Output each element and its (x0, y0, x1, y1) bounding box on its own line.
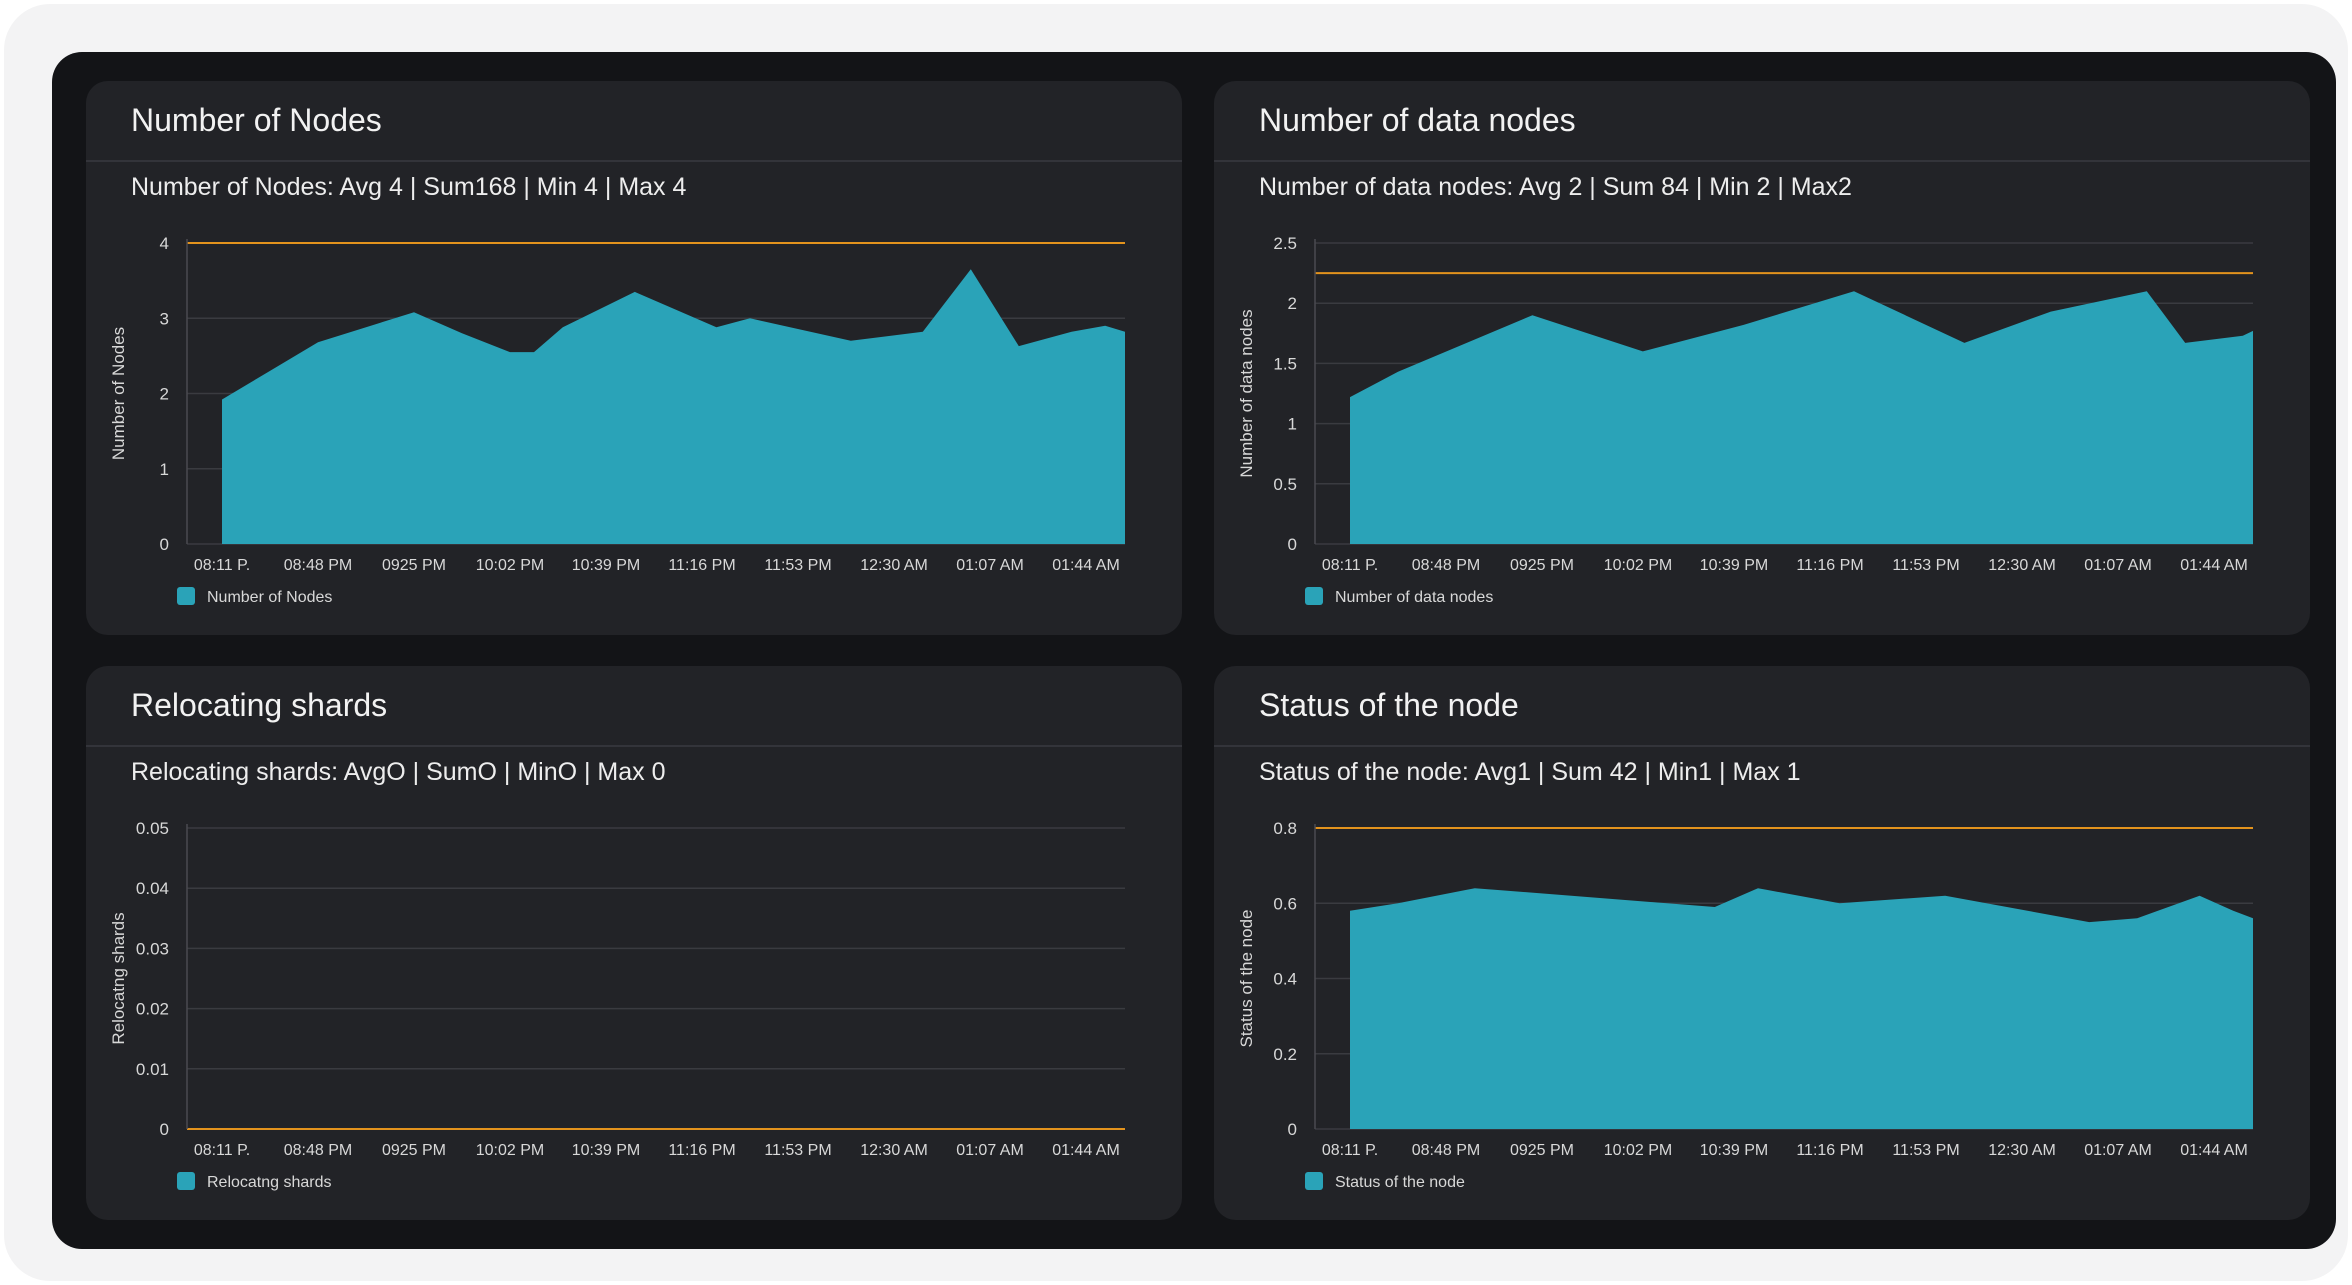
x-tick-label: 01:44 AM (1052, 557, 1120, 574)
x-tick-label: 11:53 PM (1892, 1142, 1959, 1159)
x-tick-label: 11:53 PM (764, 1142, 831, 1159)
x-tick-label: 0925 PM (1510, 557, 1574, 574)
x-tick-label: 08:11 P. (1322, 1142, 1378, 1159)
legend-label: Number of data nodes (1335, 589, 1493, 606)
y-tick-label: 0.5 (1273, 475, 1297, 494)
panel-summary: Status of the node: Avg1 | Sum 42 | Min1… (1259, 758, 1801, 786)
panel-title: Number of Nodes (131, 102, 382, 138)
y-tick-label: 4 (160, 234, 169, 253)
y-axis-label: Relocatng shards (109, 912, 128, 1044)
x-tick-label: 08:48 PM (284, 1142, 352, 1159)
x-tick-label: 08:11 P. (194, 1142, 250, 1159)
y-tick-label: 1.5 (1273, 354, 1297, 373)
panel-divider (1214, 745, 2310, 747)
y-tick-label: 0 (160, 535, 169, 554)
panel-divider (86, 745, 1182, 747)
x-tick-label: 11:53 PM (1892, 557, 1959, 574)
x-tick-label: 12:30 AM (860, 1142, 928, 1159)
x-tick-label: 11:16 PM (1796, 1142, 1863, 1159)
x-tick-label: 01:44 AM (2180, 1142, 2248, 1159)
area-series (1350, 888, 2253, 1129)
legend-swatch (177, 1172, 195, 1190)
x-tick-label: 08:11 P. (194, 557, 250, 574)
y-tick-label: 0.2 (1273, 1045, 1297, 1064)
x-tick-label: 10:39 PM (1700, 1142, 1768, 1159)
y-tick-label: 0.8 (1273, 819, 1297, 838)
x-tick-label: 12:30 AM (1988, 557, 2056, 574)
y-tick-label: 0.4 (1273, 970, 1297, 989)
x-tick-label: 01:07 AM (956, 1142, 1024, 1159)
x-tick-label: 0925 PM (382, 1142, 446, 1159)
legend-swatch (177, 587, 195, 605)
legend-swatch (1305, 1172, 1323, 1190)
legend-label: Number of Nodes (207, 589, 332, 606)
x-tick-label: 12:30 AM (1988, 1142, 2056, 1159)
y-tick-label: 1 (160, 460, 169, 479)
panel-title: Relocating shards (131, 687, 388, 723)
x-tick-label: 01:07 AM (956, 557, 1024, 574)
y-tick-label: 2 (160, 385, 169, 404)
x-tick-label: 11:16 PM (668, 1142, 735, 1159)
x-tick-label: 01:44 AM (2180, 557, 2248, 574)
area-series (222, 269, 1125, 544)
x-tick-label: 08:11 P. (1322, 557, 1378, 574)
x-tick-label: 0925 PM (382, 557, 446, 574)
y-tick-label: 2 (1288, 294, 1297, 313)
x-tick-label: 10:02 PM (1604, 1142, 1672, 1159)
panel-number-of-data-nodes: Number of data nodes Number of data node… (1214, 81, 2310, 635)
y-tick-label: 0.01 (136, 1060, 169, 1079)
y-tick-label: 0.6 (1273, 894, 1297, 913)
y-axis-label: Number of Nodes (109, 327, 128, 460)
legend-label: Relocatng shards (207, 1174, 332, 1191)
area-series (1350, 291, 2253, 544)
x-tick-label: 10:02 PM (476, 557, 544, 574)
y-tick-label: 0 (160, 1120, 169, 1139)
chart-relocating-shards: 0 0.01 0.02 0.03 0.04 0.05 08:11 P. 08:48 PM 092… (109, 819, 1125, 1191)
x-tick-label: 01:07 AM (2084, 1142, 2152, 1159)
x-tick-label: 08:48 PM (1412, 557, 1480, 574)
y-tick-label: 3 (160, 309, 169, 328)
panel-summary: Number of data nodes: Avg 2 | Sum 84 | M… (1259, 173, 1852, 201)
y-tick-label: 0 (1288, 535, 1297, 554)
panel-divider (1214, 160, 2310, 162)
y-tick-label: 2.5 (1273, 234, 1297, 253)
x-tick-label: 01:44 AM (1052, 1142, 1120, 1159)
y-tick-label: 1 (1288, 415, 1297, 434)
legend-swatch (1305, 587, 1323, 605)
y-axis-label: Number of data nodes (1237, 309, 1256, 477)
panel-summary: Relocating shards: AvgO | SumO | MinO | … (131, 758, 666, 786)
x-tick-label: 08:48 PM (284, 557, 352, 574)
y-tick-label: 0.05 (136, 819, 169, 838)
dashboard: Number of Nodes Number of Nodes: Avg 4 |… (52, 52, 2336, 1249)
x-tick-label: 10:02 PM (1604, 557, 1672, 574)
panel-summary: Number of Nodes: Avg 4 | Sum168 | Min 4 … (131, 173, 687, 201)
panel-relocating-shards: Relocating shards Relocating shards: Avg… (86, 666, 1182, 1220)
legend-label: Status of the node (1335, 1174, 1465, 1191)
chart-status-of-the-node: 0 0.2 0.4 0.6 0.8 08:11 P. 08:48 PM 0925 PM 10:0… (1237, 819, 2253, 1191)
chart-number-of-data-nodes: 0 0.5 1 1.5 2 2.5 08:11 P. 08:48 PM 0925 PM 10:02… (1237, 234, 2253, 606)
x-tick-label: 10:39 PM (572, 557, 640, 574)
x-tick-label: 10:39 PM (572, 1142, 640, 1159)
x-tick-label: 11:53 PM (764, 557, 831, 574)
panel-status-of-the-node: Status of the node Status of the node: A… (1214, 666, 2310, 1220)
x-tick-label: 08:48 PM (1412, 1142, 1480, 1159)
y-tick-label: 0.04 (136, 879, 169, 898)
y-tick-label: 0 (1288, 1120, 1297, 1139)
x-tick-label: 10:39 PM (1700, 557, 1768, 574)
panel-number-of-nodes: Number of Nodes Number of Nodes: Avg 4 |… (86, 81, 1182, 635)
y-tick-label: 0.03 (136, 939, 169, 958)
panel-divider (86, 160, 1182, 162)
x-tick-label: 0925 PM (1510, 1142, 1574, 1159)
chart-number-of-nodes: 0 1 2 3 4 08:11 P. 08:48 PM 0925 PM 10:02 PM 10:3… (109, 234, 1125, 606)
panel-title: Number of data nodes (1259, 102, 1576, 138)
panel-title: Status of the node (1259, 687, 1519, 723)
x-tick-label: 11:16 PM (668, 557, 735, 574)
y-tick-label: 0.02 (136, 1000, 169, 1019)
y-axis-label: Status of the node (1237, 910, 1256, 1048)
x-tick-label: 11:16 PM (1796, 557, 1863, 574)
x-tick-label: 01:07 AM (2084, 557, 2152, 574)
x-tick-label: 12:30 AM (860, 557, 928, 574)
x-tick-label: 10:02 PM (476, 1142, 544, 1159)
